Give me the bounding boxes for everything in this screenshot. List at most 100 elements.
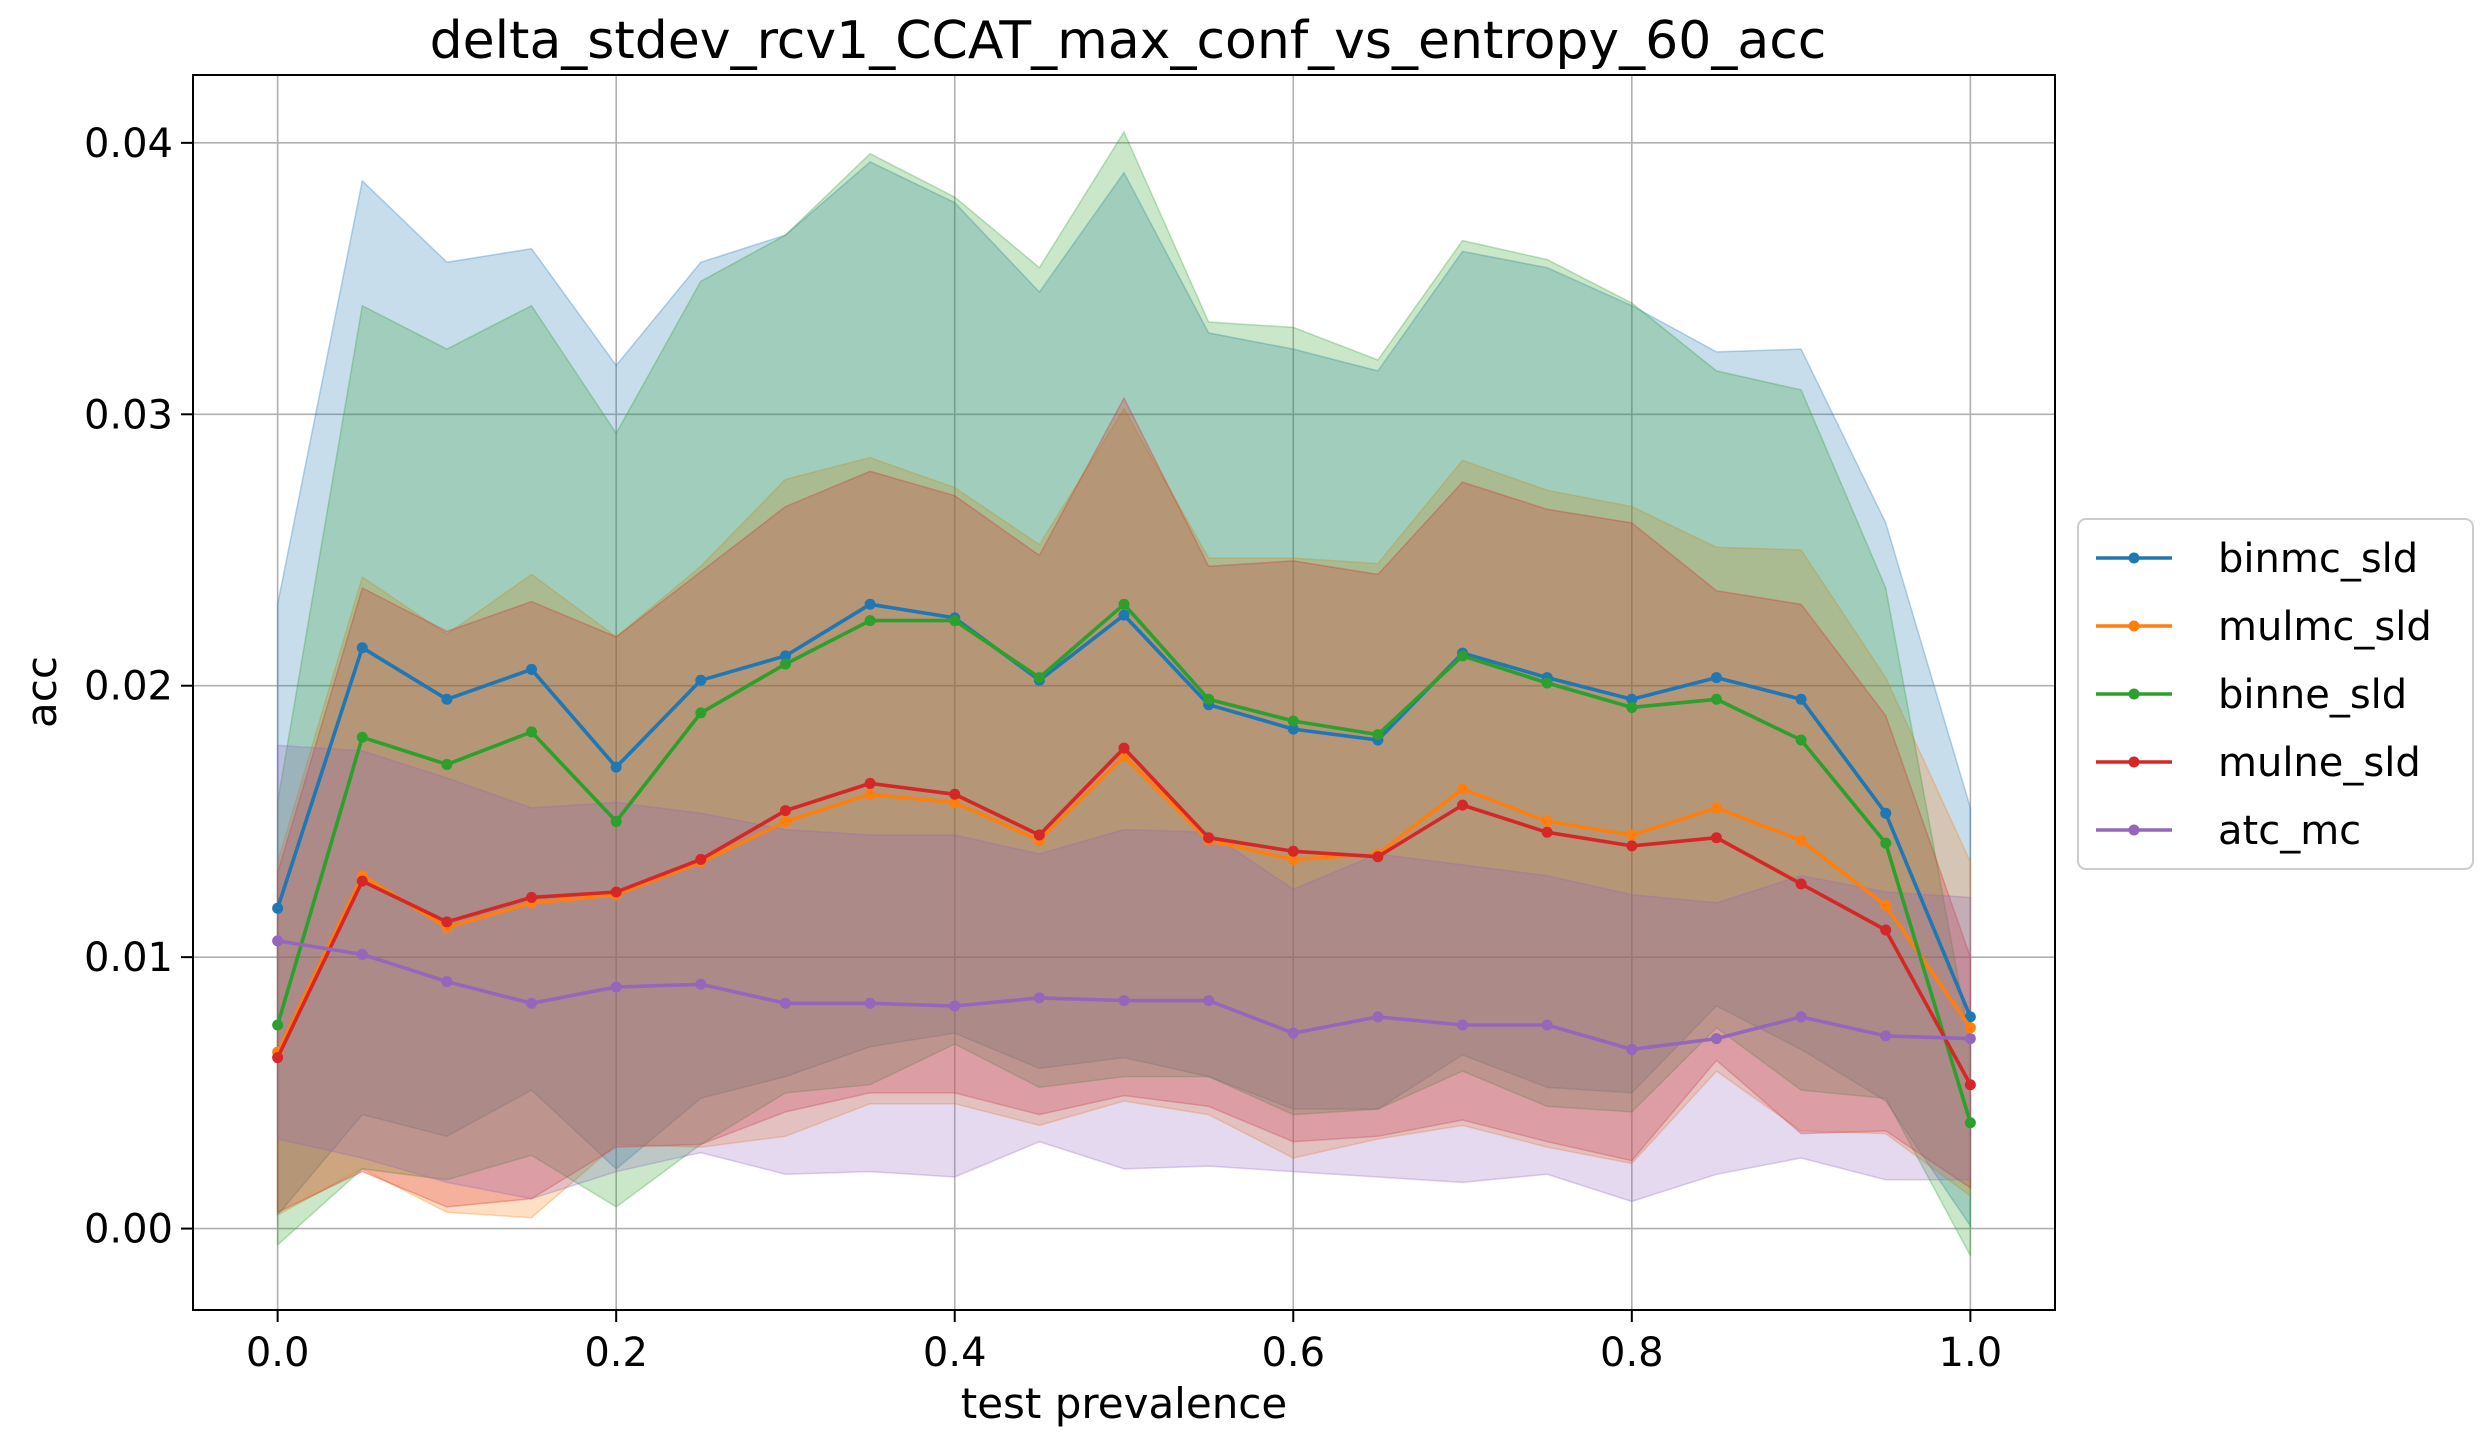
point-mulne_sld	[526, 891, 538, 903]
point-binmc_sld	[1287, 723, 1299, 735]
legend-label-atc_mc: atc_mc	[2218, 808, 2361, 854]
point-mulmc_sld	[1795, 834, 1807, 846]
point-mulne_sld	[1203, 832, 1215, 844]
point-binmc_sld	[526, 663, 538, 675]
x-tick-label: 0.8	[1600, 1330, 1664, 1376]
point-mulne_sld	[610, 886, 622, 898]
legend-label-mulne_sld: mulne_sld	[2218, 740, 2421, 786]
x-tick-label: 0.0	[246, 1330, 310, 1376]
chart-title: delta_stdev_rcv1_CCAT_max_conf_vs_entrop…	[430, 11, 1827, 71]
point-binne_sld	[1964, 1117, 1976, 1129]
point-mulmc_sld	[1457, 783, 1469, 795]
band-mulmc_sld	[276, 407, 1972, 1219]
point-binne_sld	[1457, 650, 1469, 662]
point-binne_sld	[356, 731, 368, 743]
legend-label-mulmc_sld: mulmc_sld	[2218, 604, 2432, 650]
point-mulmc_sld	[864, 788, 876, 800]
point-mulne_sld	[1541, 826, 1553, 838]
point-atc_mc	[610, 981, 622, 993]
legend-marker-mulmc_sld	[2128, 620, 2140, 632]
point-binne_sld	[1203, 693, 1215, 705]
point-atc_mc	[526, 997, 538, 1009]
point-binmc_sld	[272, 902, 284, 914]
point-mulne_sld	[1964, 1079, 1976, 1091]
point-binne_sld	[1710, 693, 1722, 705]
band-mulne_sld	[276, 396, 1972, 1214]
point-atc_mc	[272, 935, 284, 947]
point-atc_mc	[356, 948, 368, 960]
point-mulmc_sld	[1964, 1022, 1976, 1034]
series-lines	[272, 598, 1976, 1129]
point-binne_sld	[526, 726, 538, 738]
legend-marker-binne_sld	[2128, 688, 2140, 700]
point-binne_sld	[1118, 598, 1130, 610]
point-binne_sld	[949, 615, 961, 627]
point-atc_mc	[1118, 995, 1130, 1007]
point-mulne_sld	[864, 777, 876, 789]
point-mulmc_sld	[1710, 802, 1722, 814]
legend-marker-atc_mc	[2128, 824, 2140, 836]
point-mulne_sld	[1710, 832, 1722, 844]
point-binmc_sld	[1964, 1011, 1976, 1023]
point-mulne_sld	[1626, 840, 1638, 852]
legend: binmc_sld mulmc_sld binne_sld mulne_sld atc_…	[2077, 518, 2474, 870]
point-atc_mc	[1372, 1011, 1384, 1023]
y-tick-label: 0.03	[84, 392, 173, 438]
point-binmc_sld	[1118, 609, 1130, 621]
point-binne_sld	[1287, 715, 1299, 727]
point-binne_sld	[1795, 734, 1807, 746]
point-atc_mc	[864, 997, 876, 1009]
point-binne_sld	[864, 615, 876, 627]
y-tick-label: 0.00	[84, 1207, 173, 1253]
point-mulmc_sld	[1541, 815, 1553, 827]
point-atc_mc	[1710, 1033, 1722, 1045]
point-mulne_sld	[1033, 829, 1045, 841]
point-binmc_sld	[1795, 693, 1807, 705]
y-tick-label: 0.04	[84, 121, 173, 167]
band-binne_sld	[276, 130, 1972, 1257]
point-atc_mc	[1203, 995, 1215, 1007]
point-binne_sld	[441, 758, 453, 770]
point-mulne_sld	[356, 875, 368, 887]
point-mulmc_sld	[1626, 829, 1638, 841]
point-binne_sld	[779, 658, 791, 670]
point-mulne_sld	[1880, 924, 1892, 936]
point-binmc_sld	[441, 693, 453, 705]
point-atc_mc	[1033, 992, 1045, 1004]
point-binmc_sld	[695, 674, 707, 686]
point-mulne_sld	[779, 805, 791, 817]
point-binne_sld	[272, 1019, 284, 1031]
point-binmc_sld	[356, 642, 368, 654]
legend-marker-mulne_sld	[2128, 756, 2140, 768]
point-mulne_sld	[441, 916, 453, 928]
y-tick-label: 0.02	[84, 664, 173, 710]
point-mulmc_sld	[949, 796, 961, 808]
axis-ticks: 0.0 0.2 0.4 0.6 0.8 1.0 0.00 0.01 0.02 0.03 0.04	[84, 121, 2002, 1376]
legend-label-binmc_sld: binmc_sld	[2218, 536, 2418, 582]
legend-marker-binmc_sld	[2128, 552, 2140, 564]
point-binne_sld	[1033, 672, 1045, 684]
point-binmc_sld	[864, 598, 876, 610]
point-mulmc_sld	[1880, 900, 1892, 912]
point-atc_mc	[1457, 1019, 1469, 1031]
band-binmc_sld	[276, 161, 1972, 1229]
point-mulne_sld	[695, 853, 707, 865]
confidence-bands	[276, 130, 1972, 1257]
point-mulne_sld	[1795, 878, 1807, 890]
point-binne_sld	[1880, 837, 1892, 849]
point-atc_mc	[949, 1000, 961, 1012]
point-atc_mc	[779, 997, 791, 1009]
legend-box	[2077, 518, 2474, 870]
point-binne_sld	[1372, 729, 1384, 741]
point-mulne_sld	[272, 1052, 284, 1064]
point-atc_mc	[1880, 1030, 1892, 1042]
x-tick-label: 1.0	[1939, 1330, 2003, 1376]
legend-label-binne_sld: binne_sld	[2218, 672, 2407, 718]
point-mulmc_sld	[779, 815, 791, 827]
point-binmc_sld	[610, 761, 622, 773]
point-atc_mc	[695, 978, 707, 990]
point-atc_mc	[1287, 1027, 1299, 1039]
point-mulne_sld	[949, 788, 961, 800]
